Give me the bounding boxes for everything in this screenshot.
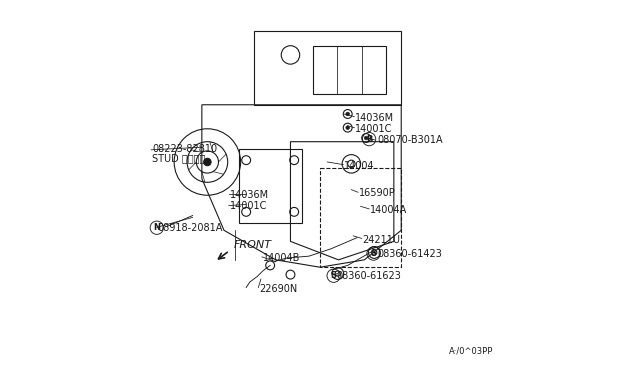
Text: 14036M: 14036M (355, 113, 394, 123)
Text: 14004A: 14004A (370, 205, 407, 215)
Text: 08070-B301A: 08070-B301A (377, 135, 443, 145)
Circle shape (364, 136, 368, 140)
Text: 14036M: 14036M (230, 190, 269, 200)
Text: 08360-61623: 08360-61623 (337, 272, 401, 282)
Text: S: S (371, 249, 376, 258)
Text: 14001C: 14001C (355, 124, 392, 134)
Text: FRONT: FRONT (233, 240, 271, 250)
Text: 08360-61423: 08360-61423 (377, 249, 442, 259)
Text: B: B (366, 135, 372, 144)
Circle shape (346, 126, 349, 129)
Text: S: S (331, 271, 337, 280)
Text: 14004: 14004 (344, 161, 374, 171)
Text: 14004B: 14004B (263, 253, 300, 263)
Text: 24211U: 24211U (362, 234, 401, 244)
Text: 22690N: 22690N (259, 284, 298, 294)
Text: STUD スタッド: STUD スタッド (152, 153, 205, 163)
Text: A·/0^03PP: A·/0^03PP (449, 347, 493, 356)
Text: N: N (154, 223, 160, 232)
Circle shape (346, 112, 349, 116)
Text: 08223-82810: 08223-82810 (152, 144, 217, 154)
Text: 14001C: 14001C (230, 201, 267, 211)
Text: 16590P: 16590P (359, 188, 396, 198)
Circle shape (204, 158, 211, 166)
Text: 08918-2081A: 08918-2081A (157, 224, 223, 234)
